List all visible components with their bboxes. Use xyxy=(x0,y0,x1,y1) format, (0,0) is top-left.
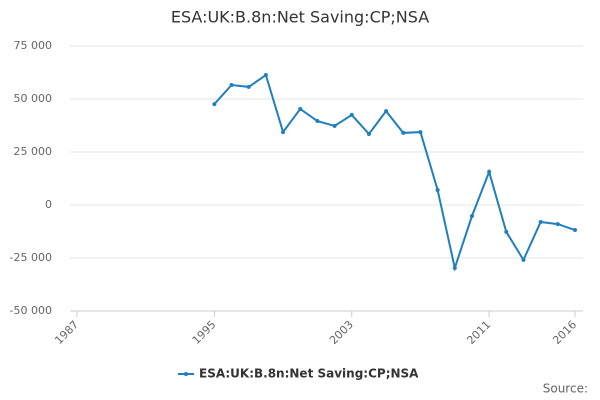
point xyxy=(418,130,423,135)
point xyxy=(263,73,268,78)
x-tick-label: 2016 xyxy=(550,318,579,347)
x-tick-label: 1987 xyxy=(52,318,81,347)
y-tick-label: 25 000 xyxy=(14,145,53,158)
y-tick-label: -50 000 xyxy=(10,304,52,317)
point xyxy=(573,228,577,233)
point xyxy=(298,106,303,111)
legend-marker xyxy=(184,372,188,376)
point xyxy=(332,123,337,128)
point xyxy=(538,219,543,224)
x-tick-label: 2011 xyxy=(464,318,493,347)
point xyxy=(349,112,354,117)
point xyxy=(229,83,234,88)
point xyxy=(366,131,371,136)
source: Source: xyxy=(543,382,588,396)
point xyxy=(212,102,217,107)
point xyxy=(521,257,526,262)
point xyxy=(315,119,320,124)
point xyxy=(504,229,509,234)
legend-label: ESA:UK:B.8n:Net Saving:CP;NSA xyxy=(199,367,419,381)
y-tick-label: 75 000 xyxy=(14,39,53,52)
line xyxy=(213,73,576,272)
point xyxy=(435,187,440,192)
point xyxy=(469,214,474,219)
point xyxy=(281,130,286,135)
x-tick-label: 2003 xyxy=(327,318,356,347)
y-tick-label: 0 xyxy=(45,198,52,211)
point xyxy=(384,109,389,114)
y-tick-label: -25 000 xyxy=(10,251,52,264)
chart-title: ESA:UK:B.8n:Net Saving:CP;NSA xyxy=(171,8,429,27)
point xyxy=(487,169,492,174)
point xyxy=(452,265,457,270)
x-tick-label: 1995 xyxy=(190,318,219,347)
y-tick-label: 50 000 xyxy=(14,92,53,105)
point xyxy=(555,222,560,227)
point xyxy=(246,84,251,89)
point xyxy=(401,130,406,135)
